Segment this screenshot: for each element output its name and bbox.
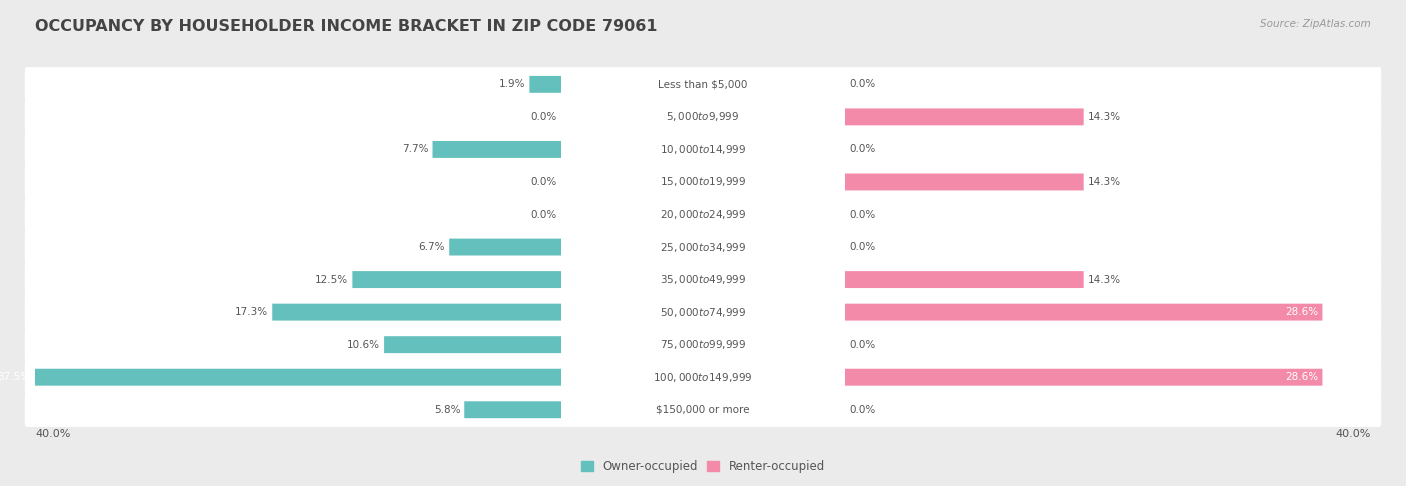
FancyBboxPatch shape xyxy=(25,360,1381,395)
Text: 0.0%: 0.0% xyxy=(531,112,557,122)
Text: 28.6%: 28.6% xyxy=(1285,307,1319,317)
Text: 17.3%: 17.3% xyxy=(235,307,269,317)
FancyBboxPatch shape xyxy=(561,76,845,93)
Text: 10.6%: 10.6% xyxy=(347,340,380,349)
FancyBboxPatch shape xyxy=(561,206,845,223)
FancyBboxPatch shape xyxy=(384,336,561,353)
FancyBboxPatch shape xyxy=(25,197,1381,232)
FancyBboxPatch shape xyxy=(561,304,845,321)
FancyBboxPatch shape xyxy=(449,239,561,256)
Text: $5,000 to $9,999: $5,000 to $9,999 xyxy=(666,110,740,123)
FancyBboxPatch shape xyxy=(25,262,1381,297)
Text: 0.0%: 0.0% xyxy=(849,209,875,220)
FancyBboxPatch shape xyxy=(561,336,845,353)
FancyBboxPatch shape xyxy=(25,295,1381,330)
Text: $100,000 to $149,999: $100,000 to $149,999 xyxy=(654,371,752,384)
Text: 0.0%: 0.0% xyxy=(531,177,557,187)
FancyBboxPatch shape xyxy=(273,304,561,321)
Text: 1.9%: 1.9% xyxy=(499,79,526,89)
FancyBboxPatch shape xyxy=(845,369,1323,386)
Text: $15,000 to $19,999: $15,000 to $19,999 xyxy=(659,175,747,189)
Text: 14.3%: 14.3% xyxy=(1088,275,1121,285)
FancyBboxPatch shape xyxy=(561,239,845,256)
FancyBboxPatch shape xyxy=(561,369,845,386)
FancyBboxPatch shape xyxy=(845,271,1084,288)
Text: $10,000 to $14,999: $10,000 to $14,999 xyxy=(659,143,747,156)
Text: Less than $5,000: Less than $5,000 xyxy=(658,79,748,89)
Text: 5.8%: 5.8% xyxy=(433,405,460,415)
FancyBboxPatch shape xyxy=(25,230,1381,264)
Text: $25,000 to $34,999: $25,000 to $34,999 xyxy=(659,241,747,254)
FancyBboxPatch shape xyxy=(464,401,561,418)
FancyBboxPatch shape xyxy=(561,174,845,191)
Text: 0.0%: 0.0% xyxy=(849,242,875,252)
FancyBboxPatch shape xyxy=(529,76,561,93)
Text: 14.3%: 14.3% xyxy=(1088,177,1121,187)
Text: 6.7%: 6.7% xyxy=(419,242,446,252)
Text: $50,000 to $74,999: $50,000 to $74,999 xyxy=(659,306,747,319)
FancyBboxPatch shape xyxy=(0,369,561,386)
Text: 12.5%: 12.5% xyxy=(315,275,349,285)
FancyBboxPatch shape xyxy=(353,271,561,288)
Text: OCCUPANCY BY HOUSEHOLDER INCOME BRACKET IN ZIP CODE 79061: OCCUPANCY BY HOUSEHOLDER INCOME BRACKET … xyxy=(35,19,658,35)
Text: 28.6%: 28.6% xyxy=(1285,372,1319,382)
Text: 14.3%: 14.3% xyxy=(1088,112,1121,122)
FancyBboxPatch shape xyxy=(25,132,1381,167)
Text: 0.0%: 0.0% xyxy=(849,340,875,349)
FancyBboxPatch shape xyxy=(845,108,1084,125)
FancyBboxPatch shape xyxy=(561,271,845,288)
Text: 0.0%: 0.0% xyxy=(849,144,875,155)
FancyBboxPatch shape xyxy=(25,67,1381,102)
FancyBboxPatch shape xyxy=(433,141,561,158)
Text: 37.5%: 37.5% xyxy=(0,372,31,382)
Text: $150,000 or more: $150,000 or more xyxy=(657,405,749,415)
Text: 7.7%: 7.7% xyxy=(402,144,429,155)
FancyBboxPatch shape xyxy=(845,174,1084,191)
FancyBboxPatch shape xyxy=(25,393,1381,427)
FancyBboxPatch shape xyxy=(25,100,1381,134)
FancyBboxPatch shape xyxy=(561,141,845,158)
Text: 0.0%: 0.0% xyxy=(849,79,875,89)
Text: $20,000 to $24,999: $20,000 to $24,999 xyxy=(659,208,747,221)
Legend: Owner-occupied, Renter-occupied: Owner-occupied, Renter-occupied xyxy=(581,460,825,473)
FancyBboxPatch shape xyxy=(561,401,845,418)
Text: 0.0%: 0.0% xyxy=(849,405,875,415)
Text: $75,000 to $99,999: $75,000 to $99,999 xyxy=(659,338,747,351)
FancyBboxPatch shape xyxy=(25,328,1381,362)
Text: Source: ZipAtlas.com: Source: ZipAtlas.com xyxy=(1260,19,1371,30)
FancyBboxPatch shape xyxy=(561,108,845,125)
FancyBboxPatch shape xyxy=(25,165,1381,199)
Text: 40.0%: 40.0% xyxy=(1336,429,1371,439)
Text: 0.0%: 0.0% xyxy=(531,209,557,220)
FancyBboxPatch shape xyxy=(845,304,1323,321)
Text: 40.0%: 40.0% xyxy=(35,429,70,439)
Text: $35,000 to $49,999: $35,000 to $49,999 xyxy=(659,273,747,286)
